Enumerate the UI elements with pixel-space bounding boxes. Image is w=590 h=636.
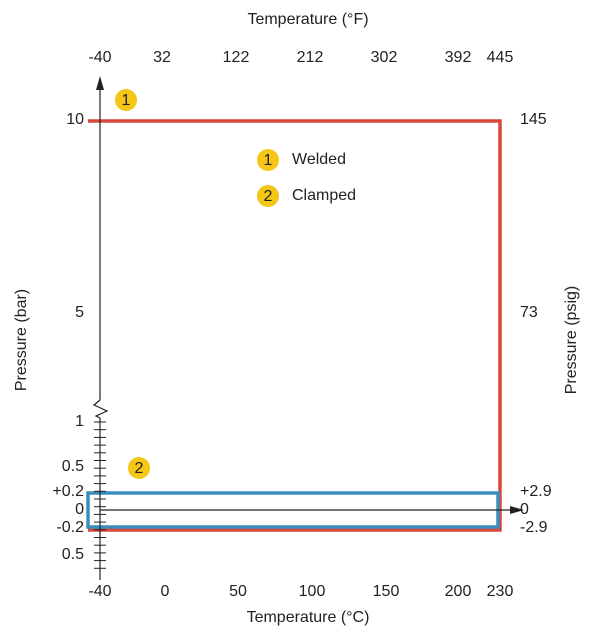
marker-badge xyxy=(257,149,279,171)
minor-ticks xyxy=(94,421,106,569)
right-tick-label: 73 xyxy=(520,304,538,321)
top-tick-label: 32 xyxy=(153,49,171,66)
marker-badge xyxy=(257,185,279,207)
top-tick-label: 445 xyxy=(487,49,514,66)
marker-number: 1 xyxy=(264,152,273,169)
left-tick-label: 0 xyxy=(75,501,84,518)
bottom-tick-label: 50 xyxy=(229,583,247,600)
axis-break xyxy=(92,399,109,419)
marker-badge xyxy=(128,457,150,479)
bottom-tick-label: 230 xyxy=(487,583,514,600)
welded-envelope xyxy=(88,119,502,532)
left-tick-label: 10 xyxy=(66,111,84,128)
top-axis-title: Temperature (°F) xyxy=(247,11,368,28)
bottom-tick-label: 100 xyxy=(299,583,326,600)
right-axis-title: Pressure (psig) xyxy=(563,286,580,394)
left-tick-label: 0.5 xyxy=(62,546,84,563)
top-tick-label: 122 xyxy=(223,49,250,66)
marker-number: 2 xyxy=(264,188,273,205)
legend-label: Welded xyxy=(292,151,346,168)
bottom-tick-label: -40 xyxy=(88,583,111,600)
left-tick-label: -0.2 xyxy=(56,519,84,536)
left-tick-label: 5 xyxy=(75,304,84,321)
bottom-tick-label: 0 xyxy=(161,583,170,600)
right-tick-label: 0 xyxy=(520,501,529,518)
right-tick-label: +2.9 xyxy=(520,483,552,500)
left-tick-label: 0.5 xyxy=(62,458,84,475)
left-tick-label: 1 xyxy=(75,413,84,430)
right-tick-label: 145 xyxy=(520,111,547,128)
left-tick-label: +0.2 xyxy=(52,483,84,500)
x-axis-arrow xyxy=(510,506,524,514)
top-tick-label: 302 xyxy=(371,49,398,66)
y-axis-arrow xyxy=(96,76,104,90)
bottom-tick-label: 200 xyxy=(445,583,472,600)
top-tick-label: 392 xyxy=(445,49,472,66)
top-tick-label: -40 xyxy=(88,49,111,66)
marker-number: 1 xyxy=(122,92,131,109)
bottom-axis-title: Temperature (°C) xyxy=(247,609,370,626)
top-tick-label: 212 xyxy=(297,49,324,66)
marker-number: 2 xyxy=(135,460,144,477)
labels: -40 32 122 212 302 392 445-40 0 50 100 150 200 230Te… xyxy=(13,11,580,626)
bottom-tick-label: 150 xyxy=(373,583,400,600)
marker-badge xyxy=(115,89,137,111)
legend-label: Clamped xyxy=(292,187,356,204)
left-axis-title: Pressure (bar) xyxy=(13,289,30,391)
right-tick-label: -2.9 xyxy=(520,519,548,536)
